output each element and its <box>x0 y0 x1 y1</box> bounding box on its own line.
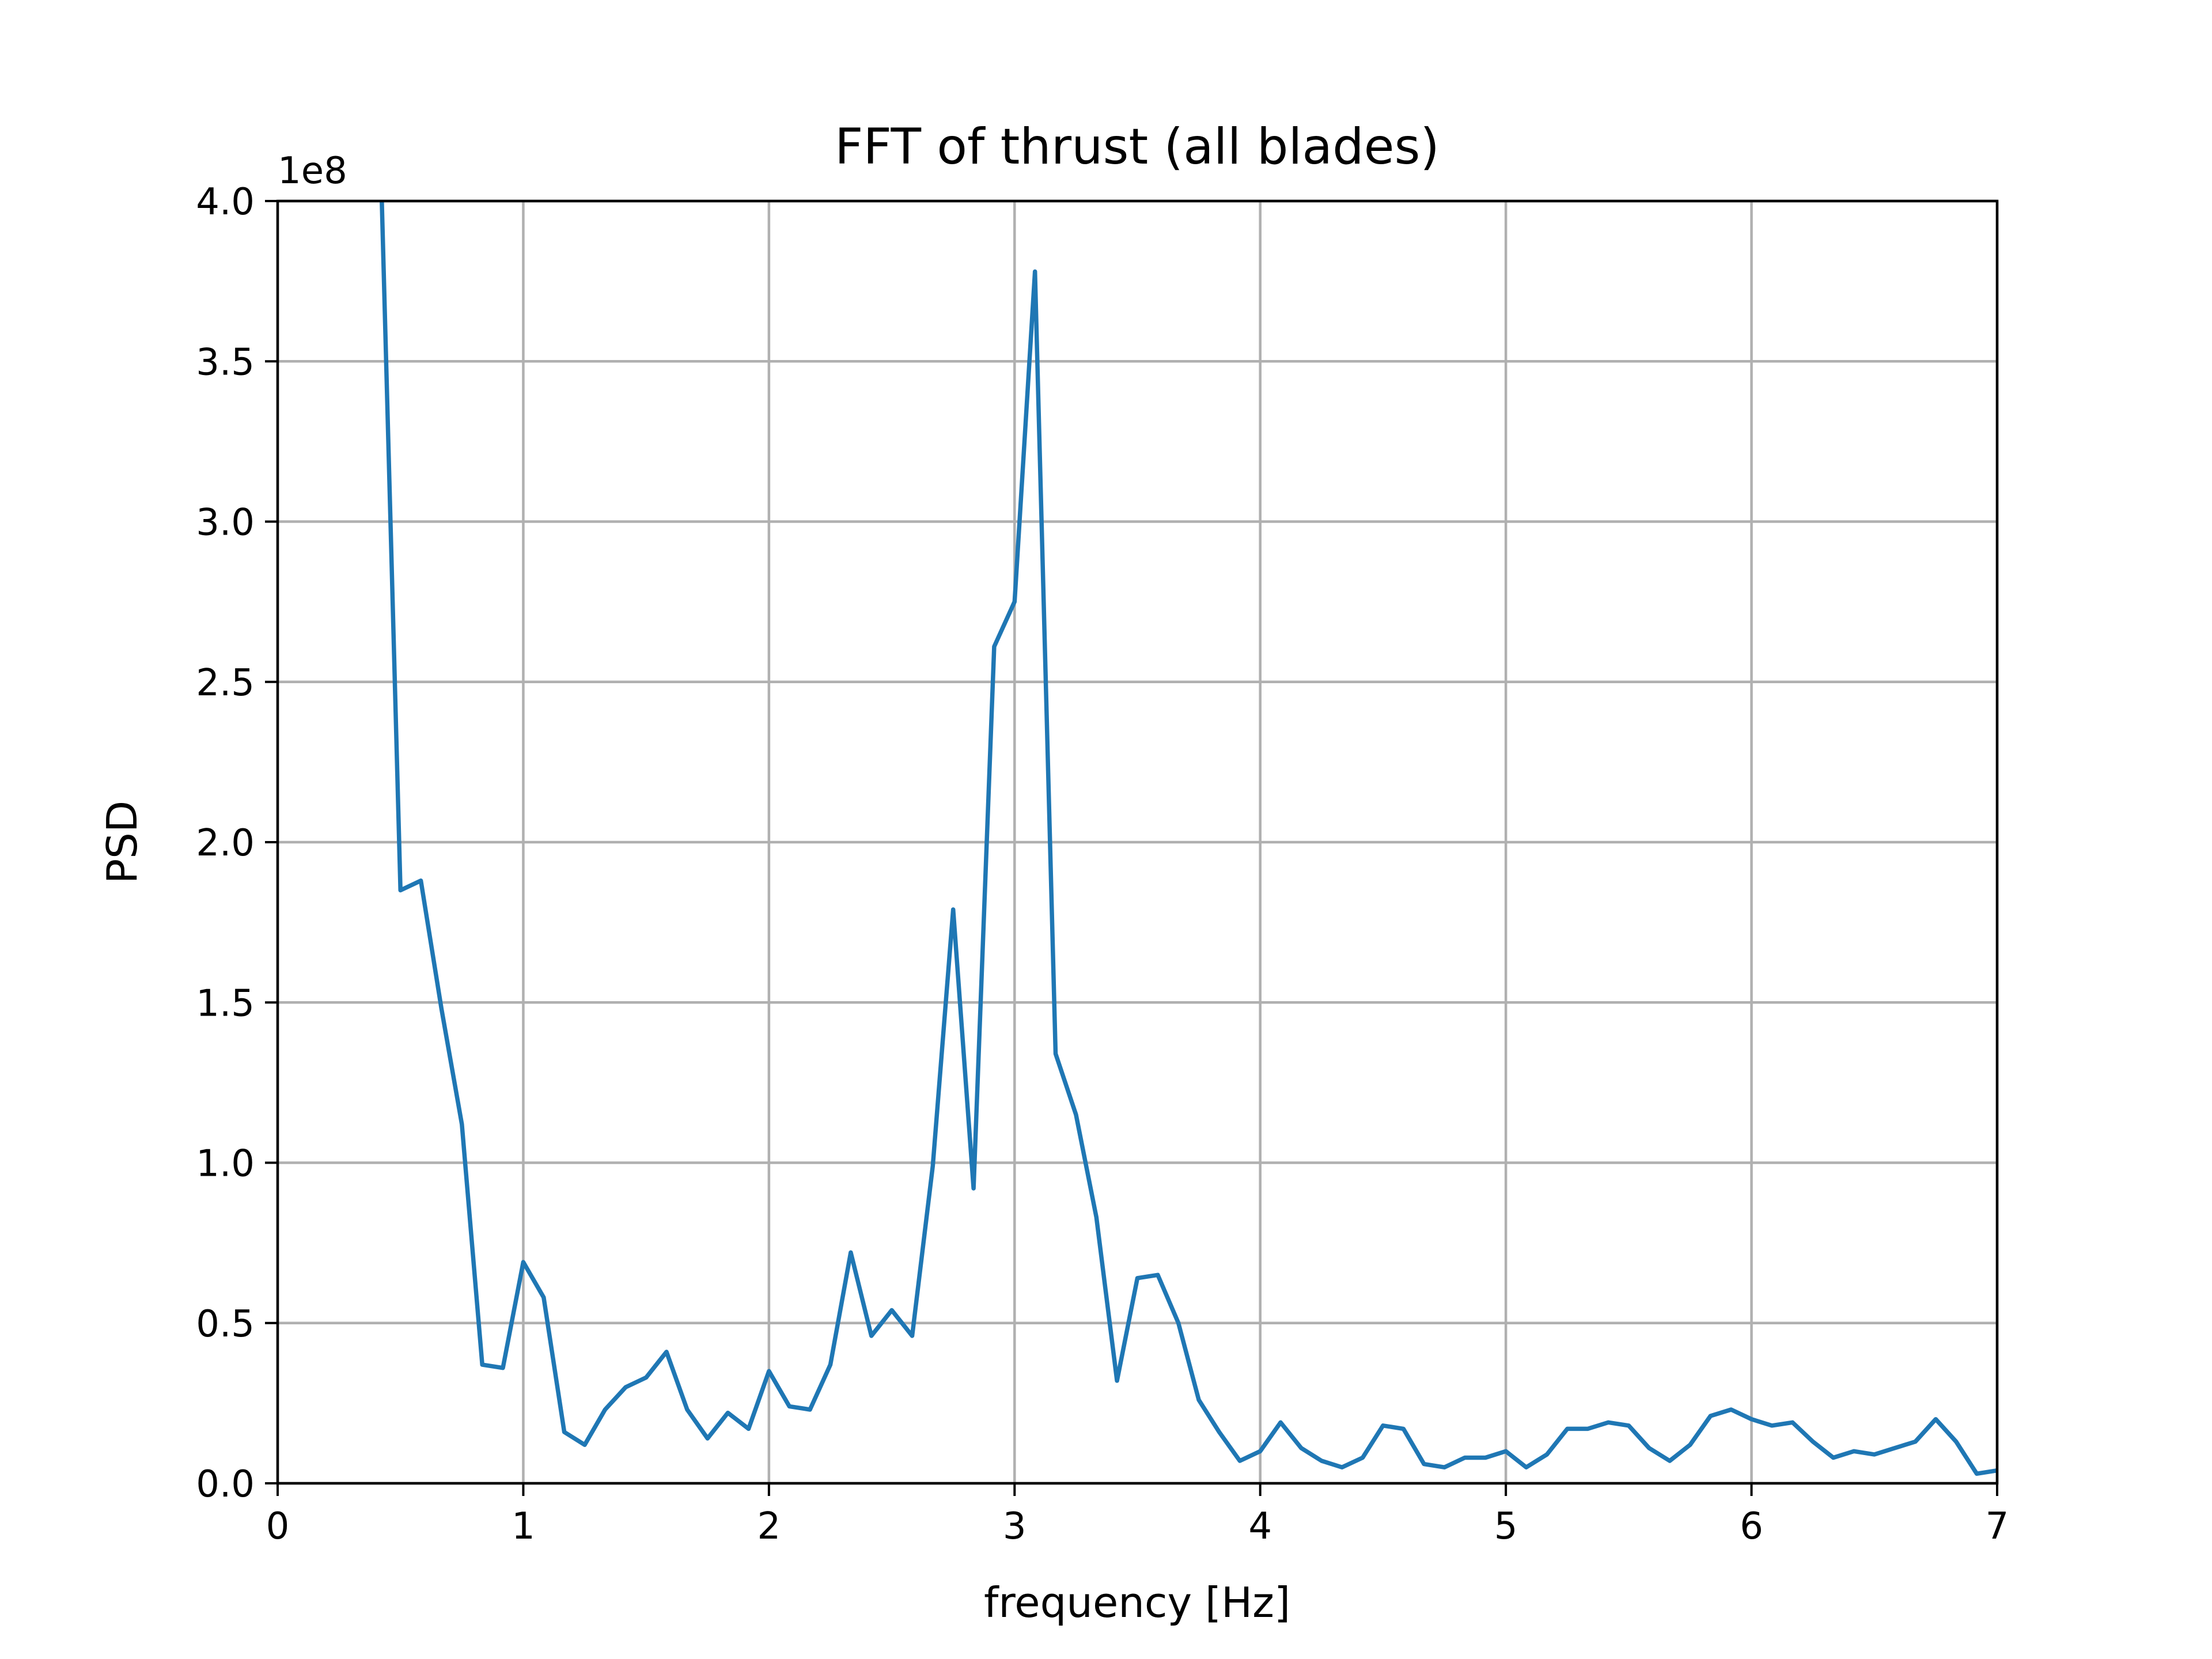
x-tick-label: 5 <box>1494 1505 1518 1548</box>
y-tick-label: 1.0 <box>196 1143 255 1185</box>
y-offset-label: 1e8 <box>278 150 347 192</box>
y-tick-label: 1.5 <box>196 982 255 1025</box>
chart-title: FFT of thrust (all blades) <box>835 118 1440 176</box>
series-layer <box>380 201 1997 1476</box>
x-tick-label: 7 <box>1986 1505 2009 1548</box>
x-tick-label: 3 <box>1003 1505 1027 1548</box>
y-tick-label: 4.0 <box>196 181 255 224</box>
y-tick-label: 3.5 <box>196 341 255 384</box>
y-tick-label: 0.5 <box>196 1303 255 1346</box>
x-tick-label: 0 <box>266 1505 290 1548</box>
x-tick-label: 2 <box>757 1505 781 1548</box>
y-tick-label: 2.0 <box>196 822 255 865</box>
x-tick-label: 1 <box>512 1505 535 1548</box>
y-tick-label: 0.0 <box>196 1463 255 1506</box>
tick-layer: 0 1 2 3 4 5 6 7 0.0 0.5 1.0 1.5 2.0 2.5 3.0 3.5 4.0 <box>196 181 2009 1548</box>
y-tick-label: 2.5 <box>196 662 255 704</box>
x-tick-label: 6 <box>1740 1505 1763 1548</box>
y-axis-label: PSD <box>98 801 146 884</box>
x-axis-label: frequency [Hz] <box>984 1578 1290 1627</box>
x-tick-label: 4 <box>1248 1505 1272 1548</box>
y-tick-label: 3.0 <box>196 502 255 544</box>
series-line <box>380 201 1997 1476</box>
